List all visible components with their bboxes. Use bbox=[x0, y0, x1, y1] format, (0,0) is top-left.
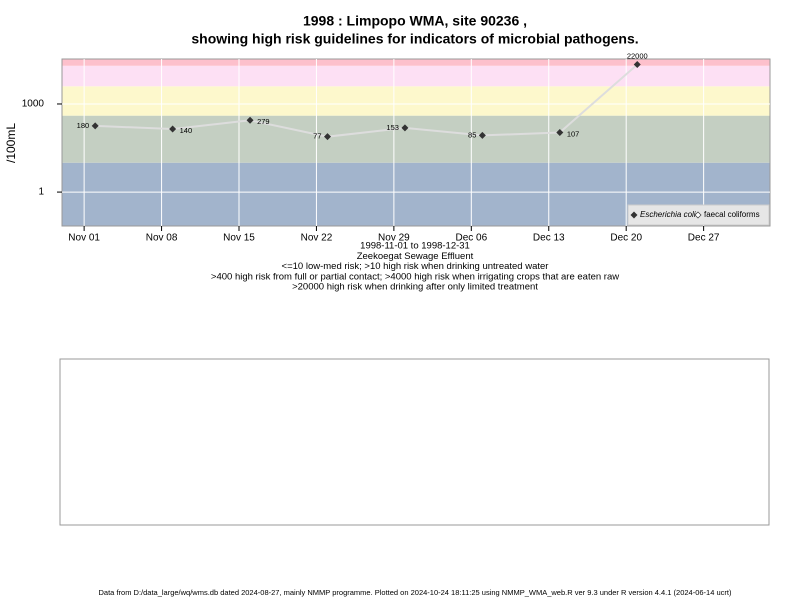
x-axis-label: >20000 high risk when drinking after onl… bbox=[292, 282, 538, 293]
y-axis-label: /100mL bbox=[4, 123, 18, 163]
x-tick-label: Nov 01 bbox=[68, 233, 100, 244]
risk-band bbox=[62, 65, 770, 87]
data-point bbox=[91, 122, 99, 130]
x-tick-label: Nov 15 bbox=[223, 233, 255, 244]
data-point bbox=[401, 124, 409, 132]
data-label: 180 bbox=[77, 121, 90, 130]
x-axis-label: >400 high risk from full or partial cont… bbox=[211, 271, 619, 282]
risk-band bbox=[62, 115, 770, 163]
risk-band bbox=[62, 59, 770, 66]
data-point bbox=[169, 125, 177, 133]
y-tick-label: 1 bbox=[38, 187, 44, 198]
x-tick-label: Dec 27 bbox=[688, 233, 720, 244]
x-tick-label: Nov 22 bbox=[301, 233, 333, 244]
footer: Data from D:/data_large/wq/wms.db dated … bbox=[99, 588, 732, 597]
legend-label: Escherichia coli bbox=[640, 210, 696, 219]
empty-panel bbox=[59, 358, 770, 526]
series-line bbox=[95, 63, 638, 138]
data-point bbox=[324, 133, 331, 141]
data-label: 107 bbox=[567, 129, 580, 138]
x-tick-label: Dec 06 bbox=[455, 233, 487, 244]
x-axis-label: 1998-11-01 to 1998-12-31 bbox=[360, 241, 470, 252]
x-tick-label: Nov 29 bbox=[378, 233, 410, 244]
x-axis-label: <=10 low-med risk; >10 high risk when dr… bbox=[282, 261, 549, 272]
x-tick-label: Nov 08 bbox=[146, 233, 178, 244]
data-label: 153 bbox=[386, 123, 399, 132]
chart-title: 1998 : Limpopo WMA, site 90236 , bbox=[303, 13, 527, 29]
data-point bbox=[556, 128, 564, 136]
data-label: 77 bbox=[313, 132, 321, 141]
risk-band bbox=[62, 86, 770, 116]
data-label: 85 bbox=[468, 130, 476, 139]
y-tick-label: 1000 bbox=[22, 99, 45, 110]
chart-subtitle: showing high risk guidelines for indicat… bbox=[191, 31, 638, 47]
plot-frame bbox=[61, 58, 771, 227]
legend-marker bbox=[694, 211, 702, 219]
data-point bbox=[633, 61, 641, 69]
data-label: 279 bbox=[257, 117, 270, 126]
data-label: 22000 bbox=[627, 52, 648, 61]
data-point bbox=[478, 131, 486, 139]
legend-marker bbox=[630, 211, 638, 219]
x-tick-label: Dec 13 bbox=[533, 233, 565, 244]
x-tick-label: Dec 20 bbox=[610, 233, 642, 244]
legend-label: faecal coliforms bbox=[704, 210, 760, 219]
data-point bbox=[246, 116, 254, 124]
data-label: 140 bbox=[180, 126, 193, 135]
x-axis-label: Zeekoegat Sewage Effluent bbox=[357, 251, 474, 262]
